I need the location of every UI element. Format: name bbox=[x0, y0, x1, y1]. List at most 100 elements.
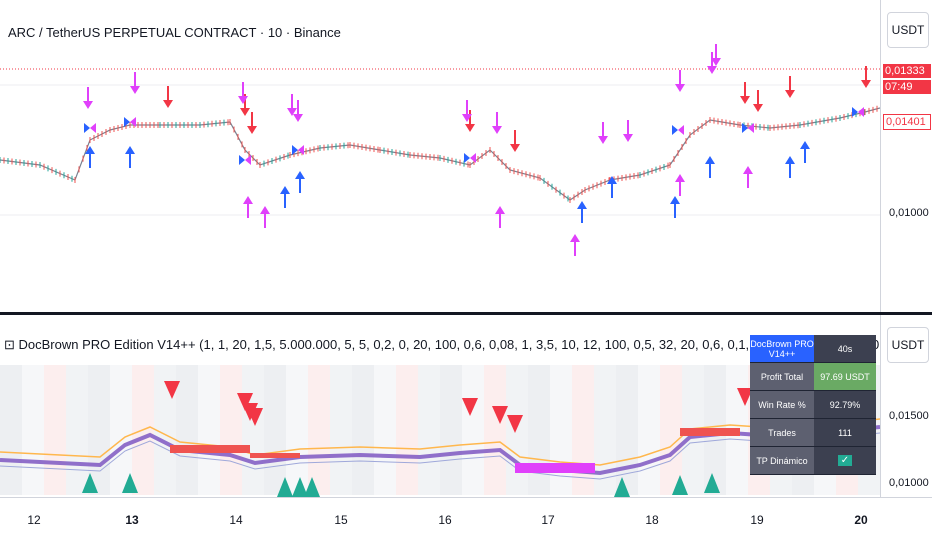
marker-price-label: 0,01401 bbox=[883, 114, 931, 130]
buy-arrow-icon bbox=[607, 176, 617, 184]
buy-arrow-icon bbox=[280, 186, 290, 194]
exit-arrow-icon bbox=[293, 114, 303, 122]
exit-arrow-icon bbox=[238, 96, 248, 104]
sell-arrow-icon bbox=[740, 96, 750, 104]
background-band bbox=[308, 365, 330, 495]
currency-button[interactable]: USDT bbox=[887, 12, 929, 48]
background-band bbox=[220, 365, 242, 495]
time-tick: 15 bbox=[334, 513, 348, 527]
symbol-title: ARC / TetherUS PERPETUAL CONTRACT · 10 ·… bbox=[8, 25, 341, 40]
sell-triangle-icon bbox=[247, 408, 263, 426]
background-band bbox=[22, 365, 44, 495]
sell-arrow-icon bbox=[861, 80, 871, 88]
stats-key: Win Rate % bbox=[750, 391, 814, 418]
stats-value: 92.79% bbox=[814, 391, 876, 418]
price-axis[interactable]: USDT 0,01333 07:49 0,01401 0,01000 bbox=[880, 0, 932, 312]
background-band bbox=[418, 365, 440, 495]
time-tick: 12 bbox=[27, 513, 41, 527]
buy-arrow-icon bbox=[125, 146, 135, 154]
time-axis[interactable]: 12 13 14 15 16 17 18 19 20 bbox=[0, 497, 932, 551]
cover-arrow-icon bbox=[675, 174, 685, 182]
sell-triangle-icon bbox=[237, 393, 253, 411]
indicator-axis[interactable]: USDT 0,01500 0,01000 bbox=[880, 315, 932, 497]
buy-arrow-icon bbox=[577, 201, 587, 209]
exit-arrow-icon bbox=[598, 136, 608, 144]
buy-triangle-icon bbox=[277, 477, 293, 497]
background-band bbox=[638, 365, 660, 495]
background-band bbox=[396, 365, 418, 495]
indicator-title[interactable]: ⊡ DocBrown PRO Edition V14++ (1, 1, 20, … bbox=[4, 337, 880, 352]
marker-flag-icon bbox=[858, 107, 864, 117]
background-band bbox=[110, 365, 132, 495]
marker-flag-icon bbox=[292, 145, 298, 155]
stats-row-tp: TP Dinámico ✓ bbox=[750, 447, 876, 475]
background-band bbox=[506, 365, 528, 495]
signal-block bbox=[170, 445, 250, 453]
background-band bbox=[616, 365, 638, 495]
background-band bbox=[660, 365, 682, 495]
background-band bbox=[462, 365, 484, 495]
marker-flag-icon bbox=[130, 117, 136, 127]
buy-arrow-icon bbox=[785, 156, 795, 164]
background-band bbox=[440, 365, 462, 495]
background-band bbox=[176, 365, 198, 495]
sell-arrow-icon bbox=[247, 126, 257, 134]
stats-row-profit: Profit Total 97.69 USDT bbox=[750, 363, 876, 391]
pane-divider[interactable] bbox=[0, 312, 932, 315]
buy-arrow-icon bbox=[295, 171, 305, 179]
sell-triangle-icon bbox=[462, 398, 478, 416]
exit-arrow-icon bbox=[492, 126, 502, 134]
indicator-currency-button[interactable]: USDT bbox=[887, 327, 929, 363]
buy-arrow-icon bbox=[800, 141, 810, 149]
sell-triangle-icon bbox=[164, 381, 180, 399]
last-price-label: 0,01333 bbox=[883, 64, 931, 78]
countdown-label: 07:49 bbox=[883, 80, 931, 94]
sell-triangle-icon bbox=[507, 415, 523, 433]
exit-arrow-icon bbox=[707, 66, 717, 74]
stats-value: 40s bbox=[814, 335, 876, 362]
background-band bbox=[330, 365, 352, 495]
time-tick: 17 bbox=[541, 513, 555, 527]
buy-triangle-icon bbox=[292, 477, 308, 497]
sell-arrow-icon bbox=[753, 104, 763, 112]
exit-arrow-icon bbox=[623, 134, 633, 142]
background-band bbox=[154, 365, 176, 495]
price-tick: 0,01000 bbox=[889, 207, 929, 219]
stats-row-winrate: Win Rate % 92.79% bbox=[750, 391, 876, 419]
cover-arrow-icon bbox=[260, 206, 270, 214]
background-band bbox=[44, 365, 66, 495]
cover-arrow-icon bbox=[570, 234, 580, 242]
indicator-pane[interactable]: ⊡ DocBrown PRO Edition V14++ (1, 1, 20, … bbox=[0, 315, 881, 497]
marker-flag-icon bbox=[470, 153, 476, 163]
sell-arrow-icon bbox=[163, 100, 173, 108]
time-tick: 13 bbox=[125, 513, 139, 527]
buy-triangle-icon bbox=[82, 473, 98, 493]
background-band bbox=[286, 365, 308, 495]
background-band bbox=[352, 365, 374, 495]
price-line bbox=[0, 107, 881, 201]
marker-flag-icon bbox=[90, 123, 96, 133]
marker-flag-icon bbox=[245, 155, 251, 165]
cover-arrow-icon bbox=[243, 196, 253, 204]
sell-arrow-icon bbox=[240, 108, 250, 116]
stats-key: Trades bbox=[750, 419, 814, 446]
exit-arrow-icon bbox=[675, 84, 685, 92]
background-band bbox=[594, 365, 616, 495]
marker-flag-icon bbox=[742, 123, 748, 133]
background-band bbox=[264, 365, 286, 495]
stats-row-header: DocBrown PRO V14++ 40s bbox=[750, 335, 876, 363]
price-chart-canvas bbox=[0, 44, 881, 256]
buy-arrow-icon bbox=[705, 156, 715, 164]
price-chart-pane[interactable]: ARC / TetherUS PERPETUAL CONTRACT · 10 ·… bbox=[0, 0, 881, 312]
marker-flag-icon bbox=[748, 123, 754, 133]
exit-arrow-icon bbox=[83, 101, 93, 109]
background-band bbox=[66, 365, 88, 495]
time-tick: 19 bbox=[750, 513, 764, 527]
buy-arrow-icon bbox=[670, 196, 680, 204]
stats-key: DocBrown PRO V14++ bbox=[750, 335, 814, 362]
marker-flag-icon bbox=[84, 123, 90, 133]
time-tick: 20 bbox=[854, 513, 868, 527]
sell-arrow-icon bbox=[785, 90, 795, 98]
signal-block bbox=[250, 453, 300, 458]
check-icon: ✓ bbox=[837, 455, 853, 466]
